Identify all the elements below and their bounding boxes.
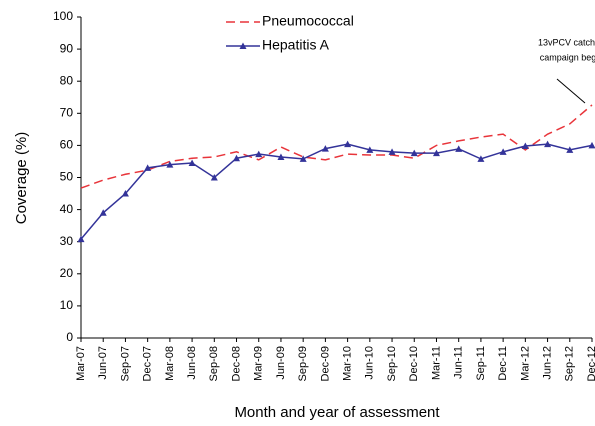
point (344, 140, 352, 148)
x-tick-label: Jun-11 (453, 346, 465, 379)
point (188, 159, 196, 167)
point (77, 235, 85, 243)
y-tick-label: 70 (60, 105, 74, 119)
x-tick-label: Sep-08 (208, 346, 220, 381)
x-tick-label: Mar-09 (253, 346, 265, 381)
point (321, 145, 329, 152)
point (432, 149, 440, 157)
x-tick-label: Mar-12 (519, 346, 531, 381)
x-tick-label: Dec-07 (142, 346, 154, 381)
x-tick-label: Sep-07 (119, 346, 131, 381)
x-axis-label: Month and year of assessment (234, 404, 440, 421)
x-tick-label: Dec-08 (230, 346, 242, 381)
annotation: campaign begun (540, 52, 595, 62)
point (410, 149, 418, 157)
x-tick-label: Mar-11 (430, 346, 442, 380)
point (477, 155, 485, 162)
x-tick-label: Mar-08 (164, 346, 176, 381)
x-tick-label: Dec-11 (497, 346, 509, 381)
y-tick-label: 60 (60, 138, 74, 152)
x-tick-label: Dec-09 (319, 346, 331, 381)
point (144, 164, 152, 171)
x-tick-label: Jun-10 (364, 346, 376, 380)
y-tick-label: 10 (60, 298, 74, 312)
y-tick-label: 0 (66, 330, 73, 344)
x-tick-label: Sep-09 (297, 346, 309, 381)
y-tick-label: 20 (60, 266, 74, 280)
point (99, 209, 107, 216)
annotation: 13vPCV catch-up (538, 37, 595, 47)
x-tick-label: Jun-09 (275, 346, 287, 380)
point (299, 155, 307, 162)
x-tick-label: Dec-10 (408, 346, 420, 381)
point (455, 145, 463, 152)
x-tick-label: Mar-10 (342, 346, 354, 381)
point (566, 146, 574, 153)
x-tick-label: Jun-12 (541, 346, 553, 380)
point (255, 150, 263, 158)
point (499, 148, 507, 155)
legend-label: Pneumococcal (262, 13, 354, 29)
y-axis-label: Coverage (%) (13, 132, 30, 225)
x-tick-label: Mar-07 (75, 346, 87, 381)
point (166, 161, 174, 168)
x-tick-label: Sep-12 (564, 346, 576, 381)
point (277, 153, 285, 160)
y-tick-label: 50 (60, 170, 74, 184)
x-tick-label: Jun-07 (97, 346, 109, 380)
legend-marker (239, 42, 247, 49)
point (544, 140, 552, 148)
x-tick-label: Jun-08 (186, 346, 198, 380)
point (121, 190, 129, 197)
point (366, 146, 374, 153)
x-tick-label: Sep-10 (386, 346, 398, 381)
point (588, 141, 595, 149)
y-tick-label: 40 (60, 202, 74, 216)
x-tick-label: Sep-11 (475, 346, 487, 381)
series-line (80, 143, 593, 240)
y-tick-label: 30 (60, 234, 74, 248)
point (210, 174, 218, 181)
series-line (80, 104, 593, 189)
y-tick-label: 80 (60, 73, 74, 87)
annotation-arrow (556, 78, 586, 104)
point (388, 148, 396, 155)
point (521, 142, 529, 150)
y-tick-label: 100 (53, 9, 73, 23)
x-tick-label: Dec-12 (586, 346, 595, 381)
legend-label: Hepatitis A (262, 37, 330, 53)
point (233, 154, 241, 162)
y-tick-label: 90 (60, 41, 74, 55)
